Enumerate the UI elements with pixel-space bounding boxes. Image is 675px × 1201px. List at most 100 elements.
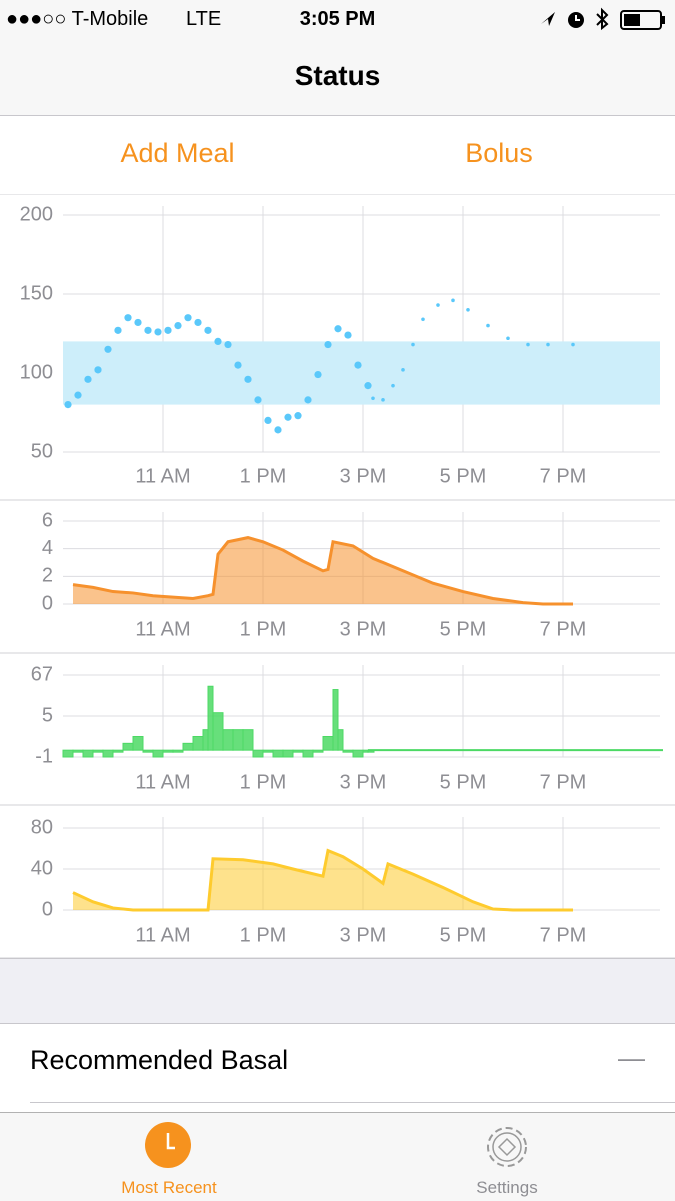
glucose-point (381, 398, 385, 402)
x-tick-label: 7 PM (540, 618, 587, 640)
glucose-point (411, 342, 415, 347)
row-separator (30, 1102, 675, 1103)
row-detail: — (618, 1043, 645, 1073)
nav-title: Status (294, 60, 381, 91)
glucose-point (486, 323, 490, 328)
glucose-point (144, 326, 152, 334)
x-tick-label: 1 PM (240, 924, 287, 946)
glucose-point (214, 337, 222, 345)
x-tick-label: 1 PM (240, 771, 287, 793)
delivery-bar (72, 749, 84, 753)
area-line (72, 848, 573, 912)
x-tick-label: 5 PM (440, 924, 487, 946)
y-tick-label: 40 (31, 857, 53, 879)
glucose-point (506, 336, 510, 341)
y-tick-label: -1 (35, 745, 53, 767)
delivery-bar (332, 689, 339, 751)
glucose-point (114, 326, 122, 334)
delivery-bar (292, 749, 304, 753)
delivery-bar (102, 749, 114, 758)
delivery-bar (82, 749, 94, 758)
area-fill (73, 850, 573, 910)
glucose-point (334, 325, 342, 333)
glucose-point (371, 396, 375, 401)
add-meal-button[interactable]: Add Meal (120, 138, 235, 168)
glucose-point (401, 368, 405, 372)
x-tick-label: 11 AM (135, 465, 190, 487)
glucose-point (74, 391, 82, 399)
delivery-bar (192, 736, 204, 751)
status-icons (541, 7, 665, 31)
x-tick-label: 3 PM (340, 771, 387, 793)
most-recent-icon[interactable] (144, 1121, 194, 1171)
glucose-point (364, 382, 372, 390)
glucose-point (224, 340, 232, 349)
x-tick-label: 3 PM (340, 924, 387, 946)
y-tick-label: 50 (31, 440, 53, 462)
glucose-point (154, 328, 162, 336)
glucose-point (546, 342, 550, 347)
settings-icon[interactable] (480, 1121, 534, 1175)
delivery-bar (312, 749, 324, 753)
glucose-point (421, 317, 425, 322)
glucose-point (104, 345, 112, 353)
glucose-point (254, 396, 262, 404)
y-tick-label: 6 (42, 509, 53, 531)
glucose-point (184, 314, 192, 322)
glucose-point (344, 331, 352, 339)
delivery-bar (342, 749, 354, 753)
delivery-bar (282, 749, 294, 758)
glucose-point (274, 426, 282, 434)
delivery-bar (207, 685, 214, 751)
delivery-bar (182, 742, 194, 751)
y-tick-label: 150 (20, 282, 53, 304)
glucose-point (164, 326, 172, 334)
area-line (72, 536, 573, 606)
glucose-point (436, 303, 440, 307)
tab-bar (0, 1112, 675, 1201)
x-tick-label: 11 AM (135, 771, 190, 793)
x-tick-label: 7 PM (540, 465, 587, 487)
y-tick-label: 80 (31, 816, 53, 838)
y-tick-label: 0 (42, 898, 53, 920)
delivery-bar (122, 742, 134, 751)
y-tick-label: 5 (42, 704, 53, 726)
glucose-point (451, 298, 455, 303)
glucose-point (284, 413, 292, 421)
y-tick-label: 4 (42, 537, 53, 559)
x-tick-label: 7 PM (540, 924, 587, 946)
glucose-point (94, 366, 102, 374)
delivery-bar (322, 736, 334, 751)
glucose-point (234, 361, 242, 369)
delivery-bar (202, 729, 209, 751)
delivery-bar (132, 736, 144, 751)
glucose-point (204, 326, 212, 334)
tab-most-recent[interactable]: Most Recent (121, 1178, 217, 1197)
x-tick-label: 7 PM (540, 771, 587, 793)
bolus-button[interactable]: Bolus (465, 138, 533, 168)
delivery-bar (352, 749, 364, 758)
delivery-bar (337, 729, 344, 751)
glucose-point (174, 322, 182, 330)
y-tick-label: 2 (42, 565, 53, 587)
y-tick-label: 200 (20, 203, 53, 225)
glucose-point (84, 375, 92, 383)
glucose-point (124, 314, 132, 322)
glucose-point (354, 361, 362, 369)
glucose-point (526, 342, 530, 347)
glucose-point (391, 383, 395, 388)
glucose-point (64, 401, 72, 409)
glucose-point (294, 412, 302, 420)
delivery-bar (302, 749, 314, 758)
glucose-point (194, 318, 202, 327)
delivery-bar (232, 729, 244, 751)
delivery-bar (222, 729, 234, 751)
x-tick-label: 3 PM (340, 618, 387, 640)
y-tick-label: 100 (20, 361, 53, 383)
tab-settings[interactable]: Settings (476, 1178, 538, 1197)
x-tick-label: 11 AM (135, 618, 190, 640)
x-tick-label: 1 PM (240, 618, 287, 640)
glucose-point (304, 396, 312, 404)
